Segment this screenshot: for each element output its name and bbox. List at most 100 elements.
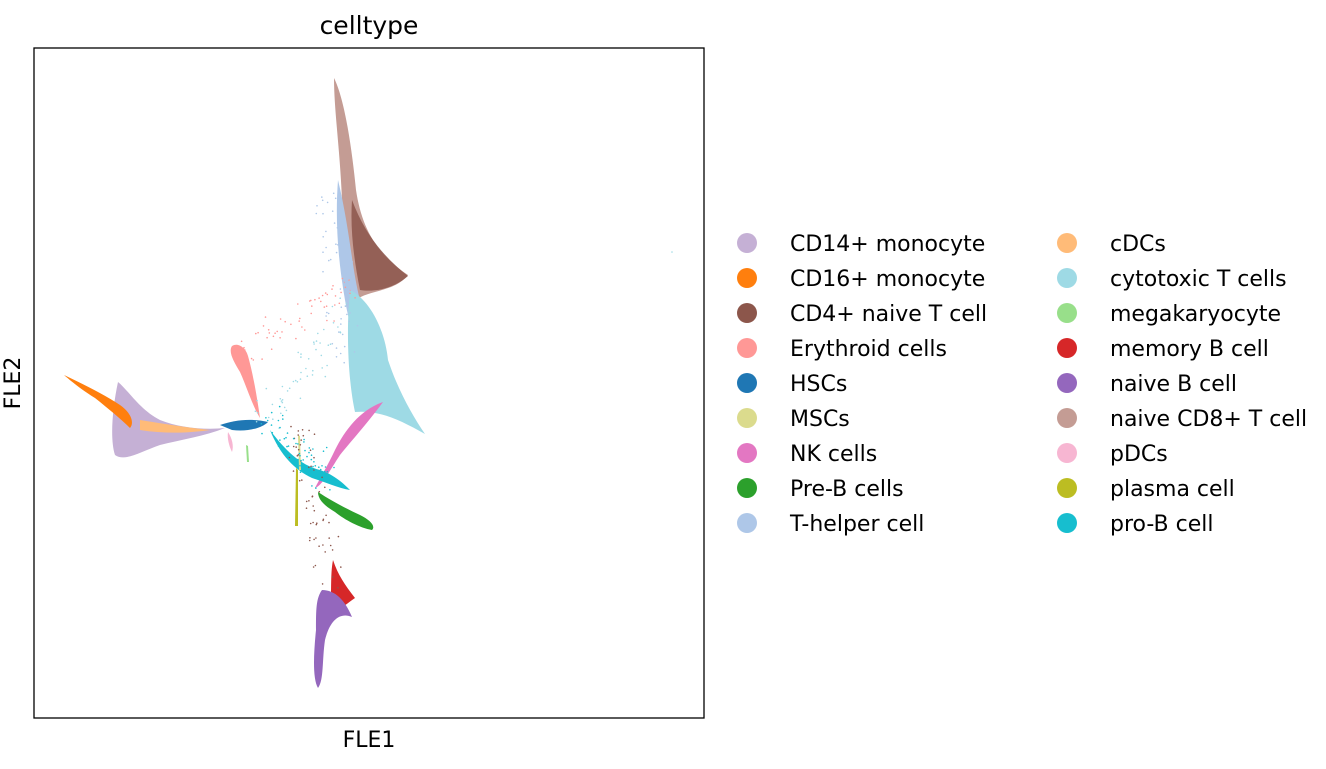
scatter-point [306,455,308,458]
scatter-point [323,328,325,331]
scatter-point [308,451,310,454]
cluster-erythroid-cells [230,344,260,418]
scatter-point [353,351,356,353]
scatter-point [266,419,269,422]
scatter-point [296,381,299,383]
scatter-point [364,313,367,316]
scatter-point [298,320,301,322]
scatter-point [300,371,302,374]
chart-title: celltype [320,11,419,40]
scatter-point [279,426,281,429]
scatter-point [351,261,354,263]
legend-label: memory B cell [1110,337,1269,362]
scatter-point [303,438,305,441]
legend-label: Pre-B cells [790,477,904,502]
scatter-point [318,490,321,493]
scatter-point [267,329,270,331]
scatter-point [331,210,334,212]
scatter-point [254,410,257,413]
scatter-point [299,378,302,380]
scatter-point [241,353,244,356]
scatter-point [309,522,312,525]
scatter-point [313,538,315,541]
scatter-point [318,297,320,299]
legend-marker [737,373,757,393]
scatter-point [312,465,314,468]
scatter-point [271,403,274,406]
scatter-point [284,320,287,323]
scatter-point [337,587,339,589]
cluster-pro-b-cell [270,430,350,490]
scatter-point [300,439,303,441]
scatter-point [326,311,328,314]
scatter-point [341,206,344,208]
scatter-point [299,397,302,400]
scatter-point [308,466,310,469]
scatter-point [348,272,351,275]
legend-marker [737,408,757,428]
scatter-point [314,298,316,301]
scatter-point [348,308,350,310]
legend-label: T-helper cell [789,512,924,537]
scatter-point [341,277,344,280]
scatter-point [310,465,312,468]
scatter-point [297,303,299,305]
scatter-point [292,380,295,383]
scatter-point [348,296,351,299]
scatter-point [332,285,334,287]
cell-clusters [64,78,425,688]
scatter-point [301,479,303,481]
scatter-point [274,332,276,335]
scatter-point [261,432,263,435]
scatter-point [325,315,327,317]
scatter-point [338,331,340,333]
scatter-point [340,323,342,325]
cluster-cd16-monocyte [64,375,132,428]
scatter-point [348,320,351,323]
scatter-point [345,302,348,305]
scatter-point [334,304,336,306]
cluster-cd14-monocyte [112,382,225,458]
legend-marker [737,303,757,323]
scatter-point [297,434,300,436]
legend-label: cytotoxic T cells [1110,267,1287,292]
x-axis-label: FLE1 [343,728,396,753]
scatter-point [315,537,317,539]
scatter-point [280,412,282,415]
scatter-point [329,479,331,481]
scatter-point [288,387,291,390]
scatter-point [304,449,306,452]
scatter-point [286,445,288,448]
scatter-point [342,282,345,284]
scatter-point [326,364,328,367]
scatter-point [338,215,341,218]
scatter-point [321,199,324,202]
scatter-point [352,283,354,286]
scatter-point [354,297,356,299]
scatter-point [286,432,289,434]
scatter-point [304,329,306,331]
scatter-point [313,456,315,459]
scatter-point [281,414,284,417]
plot-area [33,47,705,719]
scatter-point [292,445,295,448]
scatter-point [281,399,284,401]
scatter-point [270,348,273,351]
scatter-point [326,293,329,296]
scatter-point [340,318,342,320]
scatter-point [308,500,310,502]
scatter-point [333,320,335,322]
scatter-point [312,448,314,450]
scatter-point [281,385,284,388]
scatter-point [335,356,338,358]
legend-label: CD4+ naive T cell [790,302,987,327]
scatter-point [337,326,339,328]
scatter-point [344,305,347,308]
scatter-point [277,445,280,447]
cluster-cd4-naive-t-cell [351,200,408,291]
scatter-point [308,447,311,449]
scatter-point [339,288,342,290]
scatter-point [322,544,324,546]
scatter-point [255,420,258,423]
legend-marker [737,338,757,358]
